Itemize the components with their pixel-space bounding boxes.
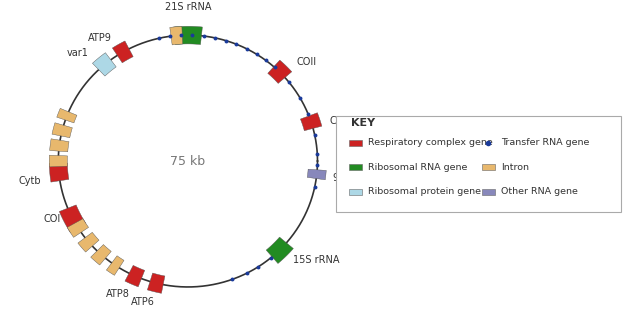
Polygon shape bbox=[50, 155, 67, 167]
Text: COI: COI bbox=[43, 214, 61, 224]
Text: COIII: COIII bbox=[330, 117, 353, 126]
Polygon shape bbox=[125, 265, 145, 287]
Text: KEY: KEY bbox=[351, 118, 375, 128]
Polygon shape bbox=[50, 139, 69, 152]
Polygon shape bbox=[107, 256, 124, 275]
Text: Ribosomal protein gene: Ribosomal protein gene bbox=[368, 187, 481, 196]
Bar bbox=[482, 189, 495, 195]
Text: ATP6: ATP6 bbox=[130, 297, 154, 307]
Text: ATP8: ATP8 bbox=[106, 289, 130, 299]
Polygon shape bbox=[170, 27, 183, 45]
Text: 15S rRNA: 15S rRNA bbox=[293, 255, 340, 265]
Polygon shape bbox=[67, 219, 88, 237]
Polygon shape bbox=[268, 60, 291, 83]
Bar bbox=[349, 140, 362, 146]
Polygon shape bbox=[78, 232, 99, 252]
FancyBboxPatch shape bbox=[337, 117, 621, 212]
Polygon shape bbox=[266, 237, 293, 264]
Polygon shape bbox=[50, 163, 69, 182]
Text: var1: var1 bbox=[66, 48, 88, 58]
Text: Intron: Intron bbox=[501, 163, 529, 172]
Polygon shape bbox=[147, 273, 165, 293]
Polygon shape bbox=[57, 108, 77, 123]
Polygon shape bbox=[59, 205, 86, 233]
Polygon shape bbox=[93, 53, 116, 76]
Polygon shape bbox=[307, 169, 326, 180]
Text: Transfer RNA gene: Transfer RNA gene bbox=[501, 138, 589, 147]
Text: 9S RNA: 9S RNA bbox=[333, 173, 370, 183]
Text: 21S rRNA: 21S rRNA bbox=[164, 3, 211, 12]
Text: ATP9: ATP9 bbox=[88, 33, 112, 43]
Polygon shape bbox=[91, 245, 111, 265]
Polygon shape bbox=[52, 123, 72, 138]
Text: Other RNA gene: Other RNA gene bbox=[501, 187, 578, 196]
Text: Ribosomal RNA gene: Ribosomal RNA gene bbox=[368, 163, 467, 172]
Bar bbox=[482, 164, 495, 170]
Text: COII: COII bbox=[297, 57, 317, 67]
Text: 75 kb: 75 kb bbox=[170, 155, 206, 167]
Text: Respiratory complex gene: Respiratory complex gene bbox=[368, 138, 493, 147]
Bar bbox=[349, 189, 362, 195]
Polygon shape bbox=[173, 26, 203, 45]
Polygon shape bbox=[112, 41, 133, 63]
Text: Cytb: Cytb bbox=[19, 176, 41, 186]
Polygon shape bbox=[300, 113, 322, 131]
Bar bbox=[349, 164, 362, 170]
